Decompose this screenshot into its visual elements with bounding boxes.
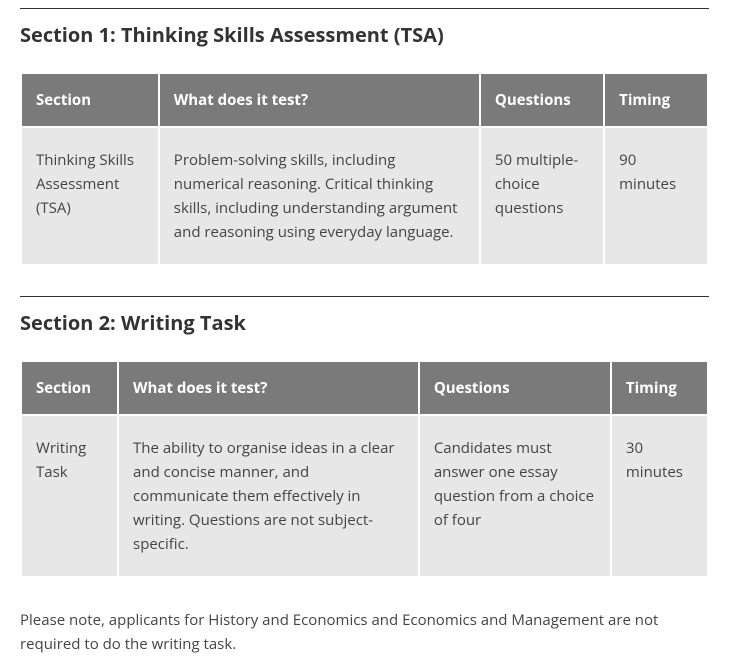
table-row: Writing Task The ability to organise ide… [22, 416, 707, 576]
section-2-title: Section 2: Writing Task [20, 309, 709, 336]
col-questions: Questions [420, 362, 610, 414]
cell-what: The ability to organise ideas in a clear… [119, 416, 418, 576]
cell-timing: 90 minutes [605, 128, 707, 264]
col-section: Section [22, 74, 158, 126]
cell-timing: 30 minutes [612, 416, 707, 576]
section-1-divider [20, 8, 709, 9]
cell-questions: Candidates must answer one essay questio… [420, 416, 610, 576]
col-timing: Timing [605, 74, 707, 126]
col-what: What does it test? [119, 362, 418, 414]
section-2-divider [20, 296, 709, 297]
footnote: Please note, applicants for History and … [20, 608, 709, 656]
section-1-block: Section 1: Thinking Skills Assessment (T… [20, 8, 709, 266]
col-section: Section [22, 362, 117, 414]
cell-section: Writing Task [22, 416, 117, 576]
table-header-row: Section What does it test? Questions Tim… [22, 74, 707, 126]
section-2-block: Section 2: Writing Task Section What doe… [20, 296, 709, 578]
col-questions: Questions [481, 74, 603, 126]
cell-questions: 50 multiple-choice questions [481, 128, 603, 264]
table-header-row: Section What does it test? Questions Tim… [22, 362, 707, 414]
cell-section: Thinking Skills Assessment (TSA) [22, 128, 158, 264]
col-timing: Timing [612, 362, 707, 414]
col-what: What does it test? [160, 74, 479, 126]
table-row: Thinking Skills Assessment (TSA) Problem… [22, 128, 707, 264]
cell-what: Problem-solving skills, including numeri… [160, 128, 479, 264]
section-2-table: Section What does it test? Questions Tim… [20, 360, 709, 578]
section-1-title: Section 1: Thinking Skills Assessment (T… [20, 21, 709, 48]
section-1-table: Section What does it test? Questions Tim… [20, 72, 709, 266]
